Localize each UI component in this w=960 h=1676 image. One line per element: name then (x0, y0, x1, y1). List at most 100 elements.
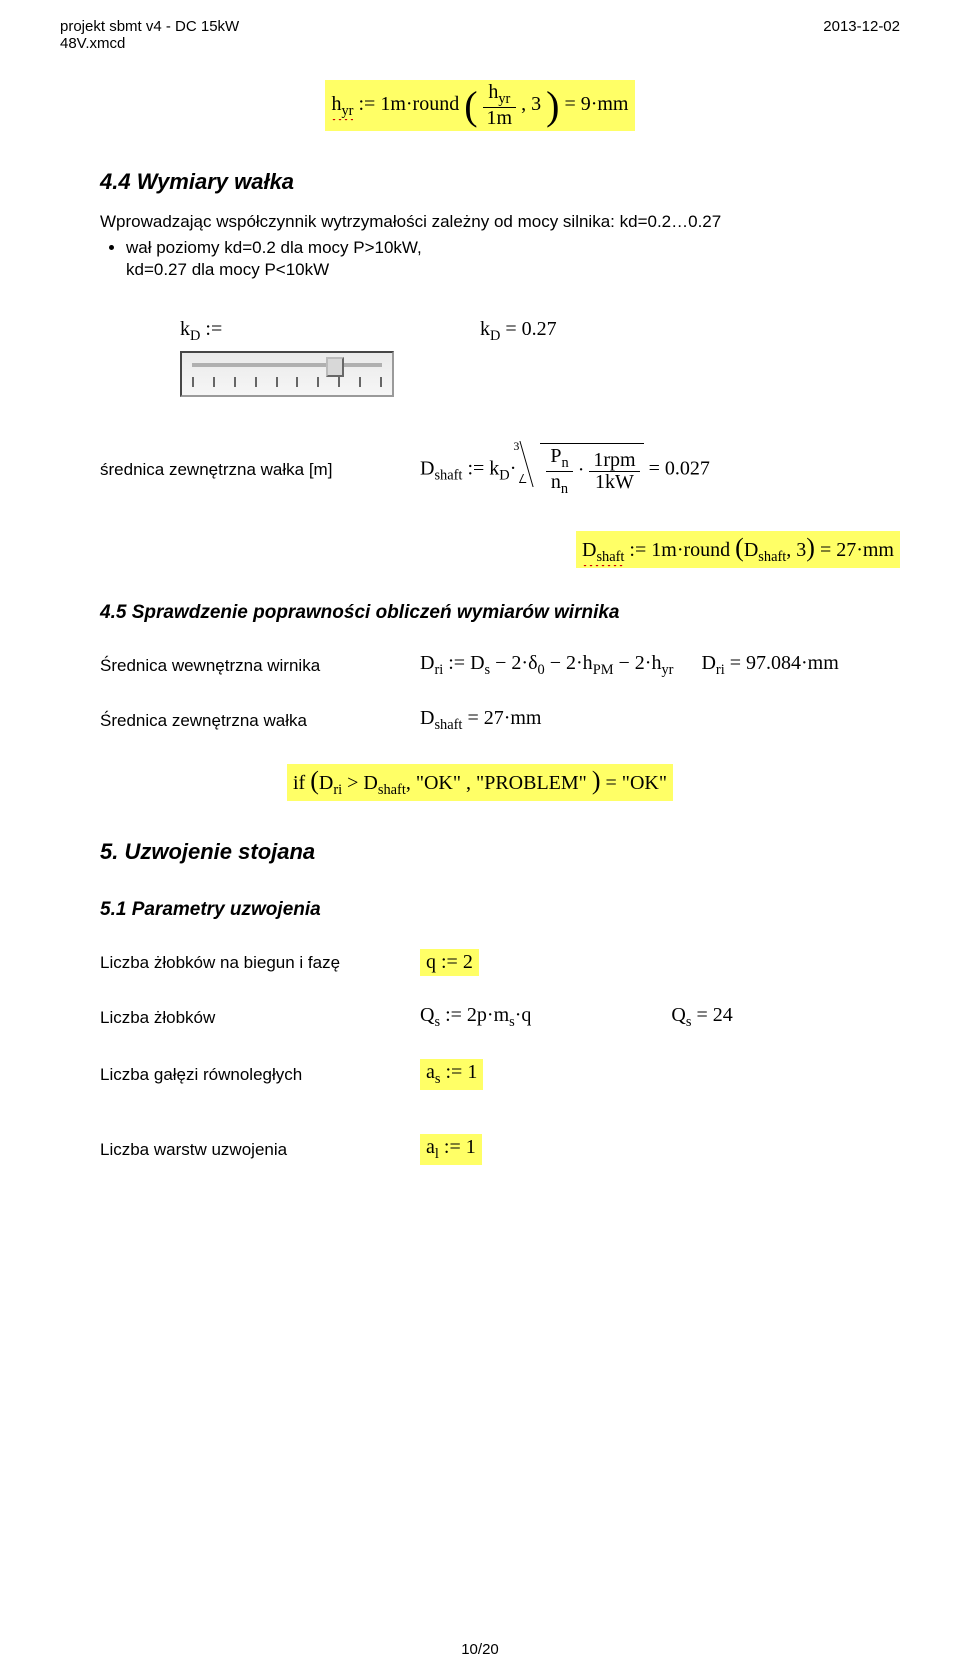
sv-sub: shaft (434, 717, 462, 733)
kd-row: kD := kD = 0.27 (60, 318, 900, 397)
kd-right-sub: D (490, 328, 500, 344)
ds: D (470, 652, 484, 674)
radical-icon (521, 443, 535, 485)
m2-sub: PM (593, 662, 614, 678)
dot: · (510, 458, 517, 480)
hyr-rhs: 9·mm (581, 93, 629, 115)
kd-sub: D (190, 328, 200, 344)
as-label: Liczba gałęzi równoległych (100, 1065, 420, 1085)
as-eq: as := 1 (420, 1059, 483, 1090)
sr-arg1: D (744, 539, 758, 561)
check-eq: = (606, 772, 622, 794)
section-5-title: 5. Uzwojenie stojana (100, 839, 900, 865)
hyr-num-var: h (488, 81, 498, 103)
sv-val: 27·mm (484, 707, 542, 729)
sr-eq: = (820, 539, 836, 561)
hyr-lhs-sub: yr (341, 103, 353, 119)
kd-right: kD = 0.27 (480, 318, 557, 345)
pn: P (550, 445, 561, 467)
shaft-eq: = (649, 458, 665, 480)
dri-result: Dri = 97.084·mm (701, 652, 838, 679)
kd-mul-sub: D (499, 468, 509, 484)
qs: Q (420, 1004, 434, 1026)
as-assign: := (441, 1061, 468, 1083)
as-row: Liczba gałęzi równoległych as := 1 (60, 1059, 900, 1090)
sr-arg1-sub: shaft (758, 549, 786, 565)
q-label: Liczba żłobków na biegun i fazę (100, 953, 420, 973)
as-val: 1 (467, 1061, 477, 1083)
kd-assign: := (200, 318, 222, 340)
section-4-5-title: 4.5 Sprawdzenie poprawności obliczeń wym… (100, 602, 900, 624)
intro-bullet-2: kd=0.27 dla mocy P<10kW (126, 260, 900, 280)
check-op: > (342, 772, 363, 794)
sr-lhs: D (582, 539, 596, 561)
q-row: Liczba żłobków na biegun i fazę q := 2 (60, 949, 900, 976)
shaft-val: 0.027 (665, 458, 710, 480)
paren-right-icon: ) (592, 766, 601, 795)
check-val: "OK" (622, 772, 667, 794)
hyr-den: 1m (483, 108, 517, 129)
dshaft-sub: shaft (434, 468, 462, 484)
drires-sub: ri (716, 662, 725, 678)
section-4-4-title: 4.4 Wymiary wałka (100, 169, 900, 195)
dri-row: Średnica wewnętrzna wirnika Dri := Ds − … (60, 652, 900, 679)
intro-line1: Wprowadzając współczynnik wytrzymałości … (100, 211, 900, 234)
shaft-calc-eq: Dshaft := kD· 3 Pn nn · 1rpm 1kW = (420, 443, 710, 497)
drires-eq: = (725, 652, 746, 674)
al-label: Liczba warstw uzwojenia (100, 1140, 420, 1160)
m3: − 2·h (619, 652, 662, 674)
paren-left-icon: ( (310, 766, 319, 795)
hyr-coef: 1m·round (380, 93, 459, 115)
page: projekt sbmt v4 - DC 15kW 48V.xmcd 2013-… (0, 0, 960, 1676)
sr-lhs-sub: shaft (596, 549, 624, 565)
qsres: Q (671, 1004, 685, 1026)
header-date: 2013-12-02 (823, 18, 900, 52)
check-b: D (363, 772, 377, 794)
dri-label: Średnica wewnętrzna wirnika (100, 656, 420, 676)
paren-right-icon: ) (546, 83, 559, 128)
sr-arg2: , 3 (786, 539, 806, 561)
al-val: 1 (466, 1136, 476, 1158)
drires-val: 97.084·mm (746, 652, 839, 674)
kd-right-val: = 0.27 (500, 318, 556, 340)
qs-label: Liczba żłobków (100, 1008, 420, 1028)
m3-sub: yr (661, 662, 673, 678)
paren-left-icon: ( (464, 83, 477, 128)
page-header: projekt sbmt v4 - DC 15kW 48V.xmcd 2013-… (60, 18, 900, 52)
kw: 1kW (589, 472, 639, 493)
header-project-line1: projekt sbmt v4 - DC 15kW (60, 18, 239, 35)
qs-row: Liczba żłobków Qs := 2p·ms·q Qs = 24 (60, 1004, 900, 1031)
dri-assign: := (443, 652, 470, 674)
dri: D (420, 652, 434, 674)
intro-bullet-1: wał poziomy kd=0.2 dla mocy P>10kW, (126, 238, 900, 258)
cube-root: 3 Pn nn · 1rpm 1kW (521, 443, 643, 497)
slider-thumb[interactable] (326, 357, 344, 377)
rpm: 1rpm (589, 450, 639, 472)
shaft-calc-row: średnica zewnętrzna wałka [m] Dshaft := … (60, 443, 900, 497)
qsres-val: 24 (713, 1004, 733, 1026)
hyr-num-sub: yr (498, 91, 510, 107)
hyr-assign: := (358, 93, 375, 115)
check-a-sub: ri (333, 782, 342, 798)
q-expr: q := 2 (420, 949, 479, 976)
shaft-round-row: Dshaft := 1m·round (Dshaft, 3) = 27·mm (60, 531, 960, 568)
check-a: D (319, 772, 333, 794)
paren-right-icon: ) (806, 533, 815, 562)
nn: n (551, 471, 561, 493)
al: a (426, 1136, 435, 1158)
kd-slider[interactable] (180, 351, 394, 397)
pn-sub: n (561, 455, 568, 471)
drires: D (701, 652, 715, 674)
m1: − 2·δ (495, 652, 537, 674)
sv-eq: = (462, 707, 483, 729)
dshaft: D (420, 458, 434, 480)
al-eq: al := 1 (420, 1134, 482, 1165)
section-5-1-title: 5.1 Parametry uzwojenia (100, 899, 900, 921)
sv-lhs: D (420, 707, 434, 729)
shaft-val-row: Średnica zewnętrzna wałka Dshaft = 27·mm (60, 707, 900, 734)
shaft-calc-label: średnica zewnętrzna wałka [m] (100, 460, 420, 480)
page-footer: 10/20 (0, 1641, 960, 1658)
header-project: projekt sbmt v4 - DC 15kW 48V.xmcd (60, 18, 239, 52)
kd-var: k (180, 318, 190, 340)
q-eq: q := 2 (420, 949, 479, 976)
